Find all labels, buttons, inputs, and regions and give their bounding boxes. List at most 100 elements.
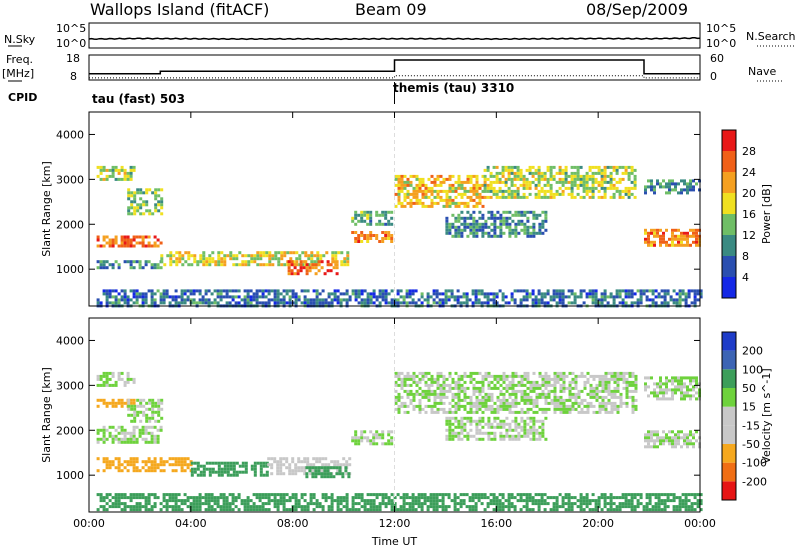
velocity-scatter-region [96,425,163,444]
velocity-scatter-region [644,430,701,449]
beam-title: Beam 09 [355,0,427,19]
velocity-scatter-region [394,371,638,414]
velocity-scatter-region [305,466,351,479]
power-scatter-region [445,210,548,238]
power-panel [88,111,703,308]
n-sky-label: N.Sky [4,33,36,46]
power-colorbar-tick: 8 [742,250,749,263]
n-search-label: N.Search [746,30,796,43]
velocity-colorbar-swatch [722,481,736,500]
power-colorbar-tick: 4 [742,271,749,284]
velocity-scatter-region [644,376,701,401]
nave-right-tick-top: 60 [710,52,724,65]
velocity-colorbar-tick: -100 [742,457,767,470]
velocity-colorbar-tick: 15 [742,401,756,414]
freq-left-tick-top: 18 [66,52,80,65]
power-colorbar-frame [721,129,737,299]
velocity-ytick-label: 3000 [56,379,84,392]
power-ytick-label: 2000 [56,218,84,231]
x-tick-label: 20:00 [582,517,614,530]
noise-left-tick-bottom: 10^0 [56,37,87,50]
velocity-scatter-region [190,461,269,477]
power-colorbar-tick: 20 [742,187,756,200]
power-scatter-region [127,188,164,216]
noise-right-tick-bottom: 10^0 [706,37,737,50]
velocity-scatter-region [96,371,136,387]
freq-left-tick-bottom: 8 [70,70,77,83]
power-ytick-label: 1000 [56,263,84,276]
station-title: Wallops Island (fitACF) [90,0,270,19]
x-tick-label: 16:00 [480,517,512,530]
velocity-colorbar-swatch [722,406,736,426]
cpid-first-label: tau (fast) 503 [92,92,185,106]
velocity-scatter-region [351,430,394,446]
x-axis-label: Time UT [371,535,417,548]
noise-right-tick-top: 10^5 [706,22,737,35]
power-colorbar-tick: 16 [742,208,756,221]
velocity-ytick-label: 2000 [56,424,84,437]
power-scatter-region [483,165,637,199]
power-scatter-region [96,165,136,181]
velocity-colorbar-swatch [722,462,736,482]
velocity-colorbar-tick: -50 [742,438,760,451]
power-colorbar-swatch [722,193,736,214]
velocity-colorbar-label: Velocity [m s^-1] [760,368,773,463]
x-tick-label: 00:00 [73,517,105,530]
freq-label: Freq. [6,53,34,66]
power-scatter-region [644,228,701,247]
x-tick-label: 04:00 [175,517,207,530]
velocity-colorbar-tick: -15 [742,419,760,432]
freq-panel-frame [88,54,701,81]
power-scatter-region [96,260,163,270]
nave-label: Nave [748,65,777,78]
nave-line [89,75,700,79]
velocity-colorbar-swatch [722,350,736,370]
x-tick-label: 08:00 [277,517,309,530]
power-colorbar-swatch [722,277,736,298]
velocity-colorbar-tick: 100 [742,363,763,376]
power-colorbar-swatch [722,172,736,193]
power-scatter-region [394,174,485,208]
power-colorbar-swatch [722,235,736,256]
power-colorbar-swatch [722,151,736,172]
velocity-colorbar-swatch [722,388,736,407]
power-scatter-region [351,231,394,243]
velocity-colorbar-tick: 50 [742,382,756,395]
velocity-scatter-region [127,398,164,423]
power-scatter-region [351,210,394,226]
power-ytick-label: 3000 [56,173,84,186]
power-colorbar-tick: 12 [742,229,756,242]
power-colorbar [721,129,737,299]
velocity-colorbar-frame [721,331,737,501]
power-colorbar-tick: 28 [742,145,756,158]
noise-left-tick-top: 10^5 [56,22,87,35]
freq-line [89,59,700,75]
cpid-second-label: themis (tau) 3310 [393,81,515,95]
velocity-ytick-label: 1000 [56,469,84,482]
velocity-colorbar-swatch [722,425,736,444]
power-ytick-label: 4000 [56,128,84,141]
velocity-colorbar-swatch [722,369,736,388]
velocity-colorbar-swatch [722,332,736,351]
power-scatter-region [644,179,701,195]
power-scatter-region [287,260,339,276]
noise-line-0 [88,37,701,41]
power-colorbar-tick: 24 [742,166,756,179]
velocity-ytick-label: 4000 [56,334,84,347]
x-tick-label: 12:00 [379,517,411,530]
power-scatter-region [96,235,163,248]
power-ylabel: Slant Range [km] [40,161,53,257]
velocity-ylabel: Slant Range [km] [40,367,53,463]
velocity-scatter-region [96,493,703,512]
nave-right-tick-bottom: 0 [710,70,717,83]
velocity-scatter-region [445,416,548,441]
velocity-colorbar-tick: -200 [742,475,767,488]
noise-panel-frame [88,22,701,49]
velocity-colorbar [721,331,737,501]
power-colorbar-swatch [722,214,736,235]
power-colorbar-swatch [722,256,736,277]
velocity-panel [88,317,703,513]
cpid-label: CPID [8,91,38,104]
power-colorbar-swatch [722,130,736,151]
